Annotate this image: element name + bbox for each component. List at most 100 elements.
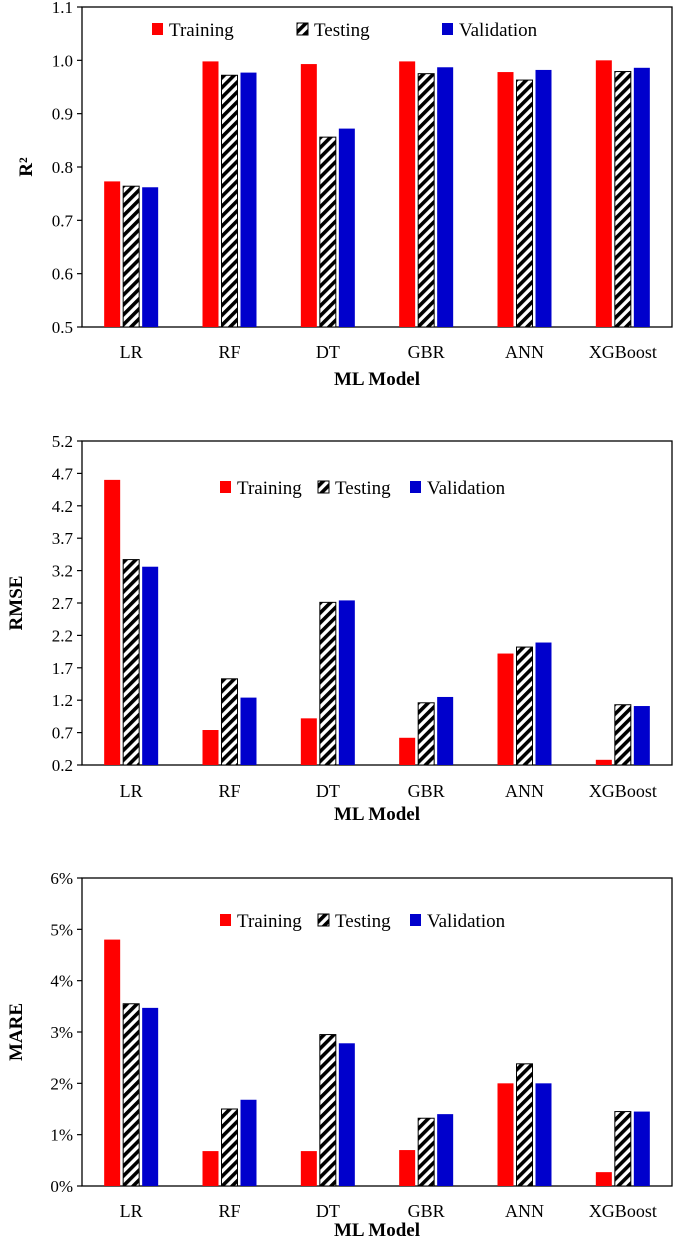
bar-training-xgboost (595, 60, 612, 327)
bar-testing-ann (516, 1063, 533, 1187)
bar-testing-ann (516, 646, 533, 766)
bar-testing-lr (122, 185, 140, 328)
bar-testing-rf (221, 678, 238, 766)
y-axis-title: MARE (6, 1003, 27, 1061)
y-tick-label: 4% (50, 972, 73, 991)
x-axis-title: ML Model (334, 804, 420, 825)
x-category-label: DT (316, 1201, 340, 1221)
bar-training-xgboost (595, 759, 612, 765)
bar-validation-dt (338, 128, 355, 327)
bar-training-lr (104, 479, 121, 765)
legend-label-testing: Testing (335, 911, 391, 932)
bar-training-rf (202, 730, 219, 765)
y-tick-label: 1.2 (52, 691, 73, 710)
y-tick-label: 0.5 (52, 318, 73, 337)
bar-training-rf (202, 61, 219, 328)
bar-testing-gbr (417, 73, 435, 328)
legend-label-training: Training (237, 911, 302, 932)
bar-validation-xgboost (633, 67, 650, 328)
bar-training-ann (497, 1083, 514, 1186)
y-tick-label: 1.0 (52, 51, 73, 70)
legend-swatch-validation (442, 23, 453, 35)
bar-testing-ann (516, 79, 533, 328)
x-category-label: DT (316, 781, 340, 801)
y-tick-label: 0.7 (52, 211, 74, 230)
y-tick-label: 0.2 (52, 756, 73, 775)
bar-validation-rf (240, 1099, 257, 1186)
bar-training-lr (104, 181, 121, 327)
bar-testing-rf (221, 1108, 238, 1187)
legend-swatch-training (220, 914, 231, 926)
x-axis-title: ML Model (334, 369, 420, 390)
x-category-label: XGBoost (589, 781, 657, 801)
bar-training-gbr (399, 1150, 416, 1186)
legend-label-validation: Validation (427, 911, 506, 932)
legend: Training Testing Validation (220, 911, 506, 932)
legend: Training Testing Validation (152, 20, 538, 41)
x-category-label: RF (218, 342, 240, 362)
bar-validation-lr (142, 187, 159, 327)
y-tick-label: 3.7 (52, 529, 74, 548)
bar-testing-gbr (417, 1117, 435, 1187)
bar-validation-dt (338, 600, 355, 765)
plot-frame (81, 6, 673, 328)
bar-training-ann (497, 72, 514, 327)
bar-training-dt (300, 718, 317, 765)
legend-label-validation: Validation (459, 20, 538, 41)
x-category-label: LR (120, 1201, 143, 1221)
legend-swatch-training (220, 481, 231, 493)
y-tick-label: 0.7 (52, 724, 74, 743)
y-tick-label: 4.2 (52, 497, 73, 516)
bar-training-dt (300, 64, 317, 328)
y-tick-label: 5% (50, 920, 73, 939)
bar-validation-rf (240, 72, 257, 327)
y-tick-label: 6% (50, 869, 73, 888)
y-tick-label: 1.1 (52, 0, 73, 17)
bar-training-ann (497, 653, 514, 765)
y-tick-label: 0.8 (52, 158, 73, 177)
legend-swatch-training (152, 23, 163, 35)
legend-label-validation: Validation (427, 478, 506, 499)
legend: Training Testing Validation (220, 478, 506, 499)
legend-label-testing: Testing (335, 478, 391, 499)
bar-validation-ann (535, 69, 552, 327)
bar-training-gbr (399, 737, 416, 765)
legend-swatch-testing (317, 480, 330, 494)
bar-validation-xgboost (633, 1111, 650, 1186)
y-tick-label: 3% (50, 1023, 73, 1042)
bar-validation-gbr (437, 1114, 454, 1186)
x-category-label: ANN (505, 781, 544, 801)
y-axis-title: RMSE (6, 576, 27, 631)
legend-swatch-testing (317, 913, 330, 927)
bar-validation-lr (142, 1007, 159, 1186)
chart-3: 0% 1% 2% 3% 4% 5% 6% LR RF DT GBR ANN XGBoost ML Mode… (6, 869, 673, 1240)
y-tick-label: 2.2 (52, 626, 73, 645)
x-category-label: ANN (505, 342, 544, 362)
bar-validation-dt (338, 1043, 355, 1186)
y-tick-label: 2% (50, 1074, 73, 1093)
chart-1: 0.5 0.6 0.7 0.8 0.9 1.0 1.1 LR RF DT GBR ANN XGBoost… (16, 0, 673, 390)
legend-swatch-validation (410, 481, 421, 493)
bar-validation-rf (240, 697, 257, 765)
x-category-label: DT (316, 342, 340, 362)
bar-validation-xgboost (633, 706, 650, 765)
y-tick-label: 0% (50, 1177, 73, 1196)
bar-testing-dt (319, 136, 337, 328)
x-axis-title: ML Model (334, 1220, 420, 1240)
x-category-label: RF (218, 1201, 240, 1221)
bar-training-lr (104, 939, 121, 1186)
bar-validation-gbr (437, 67, 454, 328)
bar-testing-xgboost (614, 71, 632, 328)
y-tick-label: 1% (50, 1126, 73, 1145)
x-category-label: GBR (408, 342, 445, 362)
bar-testing-lr (122, 559, 140, 766)
bar-validation-ann (535, 642, 552, 765)
y-tick-label: 0.6 (52, 265, 73, 284)
chart-2: 0.2 0.7 1.2 1.7 2.2 2.7 3.2 3.7 4.2 4.7 5.2 LR RF DT G… (6, 432, 673, 825)
bar-training-xgboost (595, 1172, 612, 1186)
bar-testing-dt (319, 1034, 337, 1187)
bar-validation-lr (142, 566, 159, 765)
legend-label-training: Training (169, 20, 234, 41)
x-category-label: XGBoost (589, 342, 657, 362)
